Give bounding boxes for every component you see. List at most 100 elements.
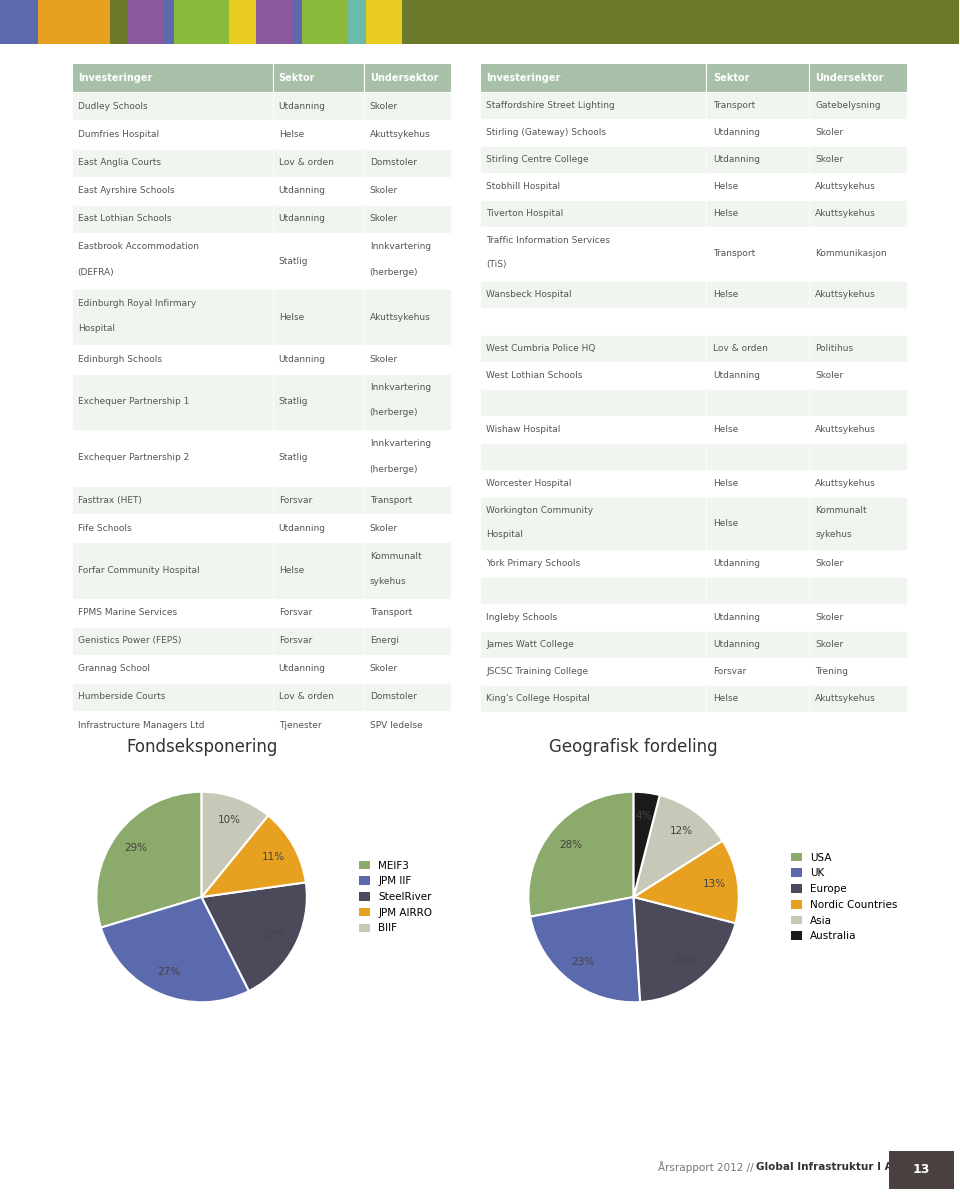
Bar <box>707 470 809 496</box>
Text: 28%: 28% <box>559 840 582 849</box>
Text: Grannag School: Grannag School <box>78 664 150 673</box>
Text: (TiS): (TiS) <box>487 261 507 269</box>
Bar <box>72 429 273 486</box>
Bar <box>364 710 451 739</box>
Text: Skoler: Skoler <box>370 214 397 224</box>
Bar <box>480 470 707 496</box>
Bar <box>72 346 273 373</box>
Bar <box>480 227 707 281</box>
Text: Statlig: Statlig <box>278 256 308 266</box>
Text: Trening: Trening <box>815 667 849 676</box>
Text: sykehus: sykehus <box>370 578 406 586</box>
Bar <box>302 0 348 44</box>
Text: 11%: 11% <box>261 852 285 861</box>
Text: Statlig: Statlig <box>278 397 308 407</box>
Bar <box>72 710 273 739</box>
Text: Skoler: Skoler <box>815 560 844 568</box>
Bar <box>364 373 451 429</box>
Bar <box>364 92 451 121</box>
Text: Genistics Power (FEPS): Genistics Power (FEPS) <box>78 636 181 645</box>
Text: Skoler: Skoler <box>370 524 397 532</box>
Text: East Anglia Courts: East Anglia Courts <box>78 158 160 167</box>
Text: Innkvartering: Innkvartering <box>370 243 431 251</box>
Bar <box>273 289 364 346</box>
Bar <box>707 335 809 362</box>
Wedge shape <box>528 792 634 916</box>
Text: Helse: Helse <box>713 209 738 218</box>
Wedge shape <box>634 792 660 897</box>
Text: JSCSC Training College: JSCSC Training College <box>487 667 588 676</box>
Title: Fondseksponering: Fondseksponering <box>126 738 277 756</box>
Wedge shape <box>202 816 306 897</box>
Bar <box>707 604 809 631</box>
Bar <box>707 550 809 578</box>
Bar <box>480 281 707 307</box>
Text: 23%: 23% <box>572 957 595 966</box>
Text: Dudley Schools: Dudley Schools <box>78 102 147 111</box>
Bar <box>480 631 707 658</box>
Bar <box>707 496 809 550</box>
Text: Stobhill Hospital: Stobhill Hospital <box>487 182 561 191</box>
Bar <box>273 233 364 289</box>
Text: Utdanning: Utdanning <box>278 187 325 195</box>
Bar <box>480 307 707 335</box>
Bar <box>707 92 809 120</box>
Text: Kommunalt: Kommunalt <box>370 551 421 561</box>
Bar <box>366 0 402 44</box>
Text: Årsrapport 2012 //: Årsrapport 2012 // <box>658 1161 756 1173</box>
Text: 10%: 10% <box>218 814 241 825</box>
Bar <box>364 148 451 177</box>
Bar <box>273 373 364 429</box>
Text: Skoler: Skoler <box>815 128 844 138</box>
Text: Sektor: Sektor <box>713 73 750 83</box>
Text: Energi: Energi <box>370 636 398 645</box>
Bar <box>72 92 273 121</box>
Bar <box>364 627 451 654</box>
Bar <box>809 685 907 712</box>
Bar <box>256 0 293 44</box>
Text: (herberge): (herberge) <box>370 268 419 276</box>
Text: Helse: Helse <box>713 182 738 191</box>
Text: Forsvar: Forsvar <box>278 636 312 645</box>
Text: East Ayrshire Schools: East Ayrshire Schools <box>78 187 175 195</box>
Text: Skoler: Skoler <box>815 614 844 622</box>
Bar <box>480 362 707 389</box>
Text: SPV ledelse: SPV ledelse <box>370 720 422 730</box>
Bar <box>480 658 707 685</box>
Bar <box>707 443 809 470</box>
Text: James Watt College: James Watt College <box>487 640 574 649</box>
Text: 29%: 29% <box>124 843 147 853</box>
Bar <box>707 307 809 335</box>
Bar <box>364 346 451 373</box>
Bar <box>809 362 907 389</box>
Wedge shape <box>96 792 202 928</box>
Text: 12%: 12% <box>670 825 693 836</box>
Text: 4%: 4% <box>636 811 652 820</box>
Bar <box>72 205 273 233</box>
Text: Skoler: Skoler <box>370 355 397 364</box>
Text: Skoler: Skoler <box>815 155 844 164</box>
Bar <box>72 121 273 148</box>
Bar <box>809 416 907 443</box>
Text: Lov & orden: Lov & orden <box>278 158 333 167</box>
Bar <box>707 685 809 712</box>
Bar <box>164 0 174 44</box>
Text: Exchequer Partnership 1: Exchequer Partnership 1 <box>78 397 189 407</box>
Bar <box>809 92 907 120</box>
Bar <box>364 429 451 486</box>
Text: Forfar Community Hospital: Forfar Community Hospital <box>78 566 200 575</box>
Text: Helse: Helse <box>713 425 738 434</box>
Text: Lov & orden: Lov & orden <box>713 343 768 353</box>
Bar <box>72 233 273 289</box>
Text: Fife Schools: Fife Schools <box>78 524 132 532</box>
Text: Tjenester: Tjenester <box>278 720 322 730</box>
Bar <box>480 496 707 550</box>
Bar <box>707 281 809 307</box>
Bar <box>273 627 364 654</box>
Legend: MEIF3, JPM IIF, SteelRiver, JPM AIRRO, BIIF: MEIF3, JPM IIF, SteelRiver, JPM AIRRO, B… <box>359 861 432 933</box>
Bar <box>809 470 907 496</box>
Text: Ingleby Schools: Ingleby Schools <box>487 614 558 622</box>
Bar <box>364 542 451 598</box>
Text: Transport: Transport <box>370 495 412 505</box>
Text: Transport: Transport <box>370 608 412 617</box>
